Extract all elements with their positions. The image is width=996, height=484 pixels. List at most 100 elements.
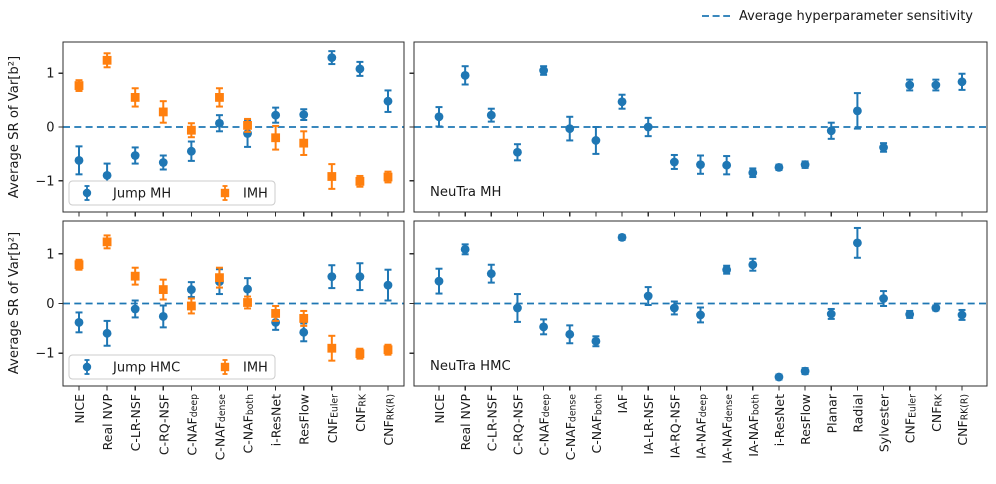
data-point [102, 52, 112, 69]
data-point [186, 140, 196, 162]
data-point [327, 334, 337, 362]
data-point [327, 50, 337, 66]
data-point [513, 293, 522, 323]
data-point [74, 79, 84, 92]
data-point [669, 300, 679, 316]
x-tick-label: C-NAFboth [240, 394, 256, 454]
panel-jump-mh: 1 0 −1 Jump MH IMH [35, 41, 405, 217]
data-point [931, 303, 941, 313]
panel-neutra-hmc: NICE Real NVP C-LR-NSF C-RQ-NSF C-NAFdeep C-N… [409, 220, 988, 464]
data-point [748, 257, 758, 272]
data-point [383, 89, 393, 113]
x-tick-label: IA-NAFdeep [693, 394, 709, 459]
x-tick-label: IA-RQ-NSF [667, 394, 682, 458]
x-tick-label: NICE [432, 394, 447, 424]
data-point [722, 264, 732, 275]
data-point [102, 319, 112, 347]
x-tick-label: C-NAFdeep [536, 394, 552, 456]
x-tick-label: CNFRK(R) [381, 394, 397, 446]
legend-item-label: IMH [243, 361, 268, 376]
dashed-line-icon [701, 15, 730, 17]
data-point [327, 264, 337, 290]
data-point [748, 167, 758, 179]
data-point [486, 107, 496, 123]
data-point [565, 115, 575, 142]
x-tick-label: ResFlow [798, 394, 813, 445]
legend-item-label: IMH [243, 187, 268, 202]
data-point [826, 307, 836, 320]
data-point [186, 297, 196, 315]
y-axis-label-bottom: Average SR of Var[b²] [7, 231, 22, 375]
x-tick-label: CNFEuler [902, 394, 918, 443]
figure-legend-label: Average hyperparameter sensitivity [738, 8, 973, 24]
x-tick-label: ResFlow [296, 394, 311, 445]
y-tick-label: 0 [46, 121, 54, 136]
data-point [591, 126, 601, 155]
x-tick-label: i-ResNet [268, 394, 283, 446]
data-point [299, 322, 309, 343]
data-point [853, 226, 862, 259]
data-point [327, 163, 337, 190]
data-point [905, 78, 915, 92]
data-point [299, 130, 309, 156]
data-point [271, 106, 281, 124]
x-tick-label: IA-NAFboth [745, 394, 761, 457]
x-tick-label: Real NVP [100, 394, 115, 451]
panel-jump-hmc: 1 0 −1 NICE Real NVP C-LR-NSF C-RQ-NSF C-NAFdee… [35, 220, 405, 460]
data-point [355, 347, 365, 360]
square-marker-icon [220, 359, 230, 375]
data-point [617, 93, 627, 110]
data-point [931, 78, 941, 92]
x-tick-label: CNFRK [352, 393, 368, 432]
data-point [355, 60, 365, 77]
panel-label: NeuTra MH [430, 185, 501, 200]
data-point [299, 309, 309, 327]
x-tick-label: IAF [615, 394, 630, 413]
axes-frame [62, 41, 405, 213]
data-point [215, 87, 224, 108]
data-point [383, 170, 393, 184]
x-tick-label: CNFRK [928, 393, 944, 432]
data-point [460, 65, 470, 86]
x-tick-label: CNFEuler [324, 394, 340, 443]
data-point [957, 72, 967, 91]
data-point [102, 234, 112, 250]
x-tick-label: IA-LR-NSF [641, 394, 656, 455]
data-point [565, 324, 575, 345]
x-tick-label: Sylvester [876, 393, 891, 452]
data-point [243, 117, 252, 133]
x-tick-label: C-LR-NSF [128, 394, 143, 451]
x-tick-label: IA-NAFdense [719, 394, 735, 464]
data-point [74, 145, 84, 176]
legend-item-label: Jump MH [112, 187, 171, 202]
panel-neutra-mh: NeuTra MH [409, 41, 988, 217]
data-point [643, 286, 653, 306]
data-point [617, 233, 627, 242]
data-point [486, 263, 496, 284]
panel-legend: Jump HMC IMH [68, 354, 276, 380]
circle-marker-icon [82, 185, 92, 201]
x-tick-label: C-NAFdense [562, 394, 578, 461]
data-point [130, 299, 140, 319]
x-tick-label: Real NVP [458, 394, 473, 451]
y-tick-label: −1 [35, 174, 54, 189]
data-point [215, 266, 224, 289]
data-point [434, 106, 444, 128]
data-point [826, 121, 836, 140]
data-point [460, 243, 470, 256]
data-point [434, 267, 444, 295]
x-tick-label: CNFRK(R) [955, 394, 971, 446]
data-point [186, 281, 196, 299]
data-point [853, 92, 862, 130]
data-point [957, 308, 967, 321]
circle-marker-icon [82, 359, 92, 375]
data-point [539, 318, 548, 336]
data-point [696, 306, 705, 324]
data-point [774, 372, 784, 382]
x-tick-label: Radial [850, 394, 865, 433]
data-point [158, 278, 168, 301]
data-point [879, 142, 888, 153]
y-tick-label: 1 [46, 247, 54, 262]
data-point [800, 160, 810, 170]
